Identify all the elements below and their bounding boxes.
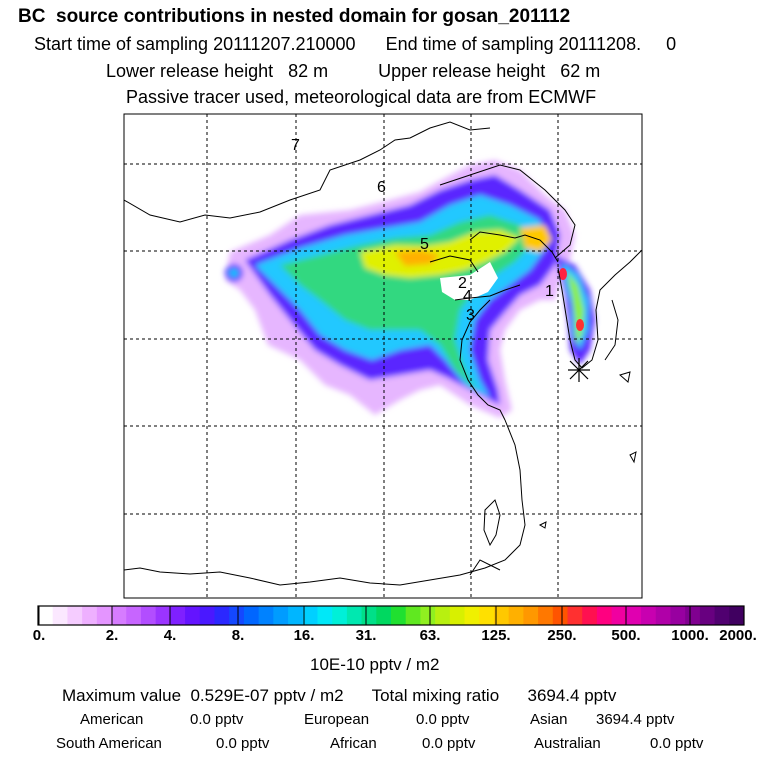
colorbar-swatch — [38, 606, 54, 625]
colorbar-swatch — [626, 606, 642, 625]
colorbar-tick: 125. — [481, 627, 511, 644]
colorbar-swatch — [170, 606, 186, 625]
end-time-label: End time of sampling 20111208. 0 — [385, 34, 677, 54]
colorbar-tick: 31. — [355, 627, 377, 644]
south-american-value: 0.0 pptv — [216, 735, 270, 752]
region-label-3: 3 — [466, 307, 475, 324]
colorbar-swatch — [714, 606, 730, 625]
colorbar-swatch — [273, 606, 289, 625]
colorbar-swatch — [346, 606, 363, 625]
colorbar-swatch — [96, 606, 113, 625]
colorbar-swatch — [52, 606, 68, 625]
region-label-1: 1 — [545, 283, 554, 300]
coastlines — [124, 121, 642, 586]
european-label: European — [304, 711, 370, 728]
start-time-label: Start time of sampling 20111207.210000 — [34, 34, 356, 54]
african-value: 0.0 pptv — [422, 735, 476, 752]
region-label-7: 7 — [291, 137, 300, 154]
colorbar-tick: 4. — [163, 627, 177, 644]
colorbar-swatch — [82, 606, 98, 625]
colorbar-swatch — [199, 606, 215, 625]
colorbar-tick: 2. — [105, 627, 119, 644]
map-frame — [123, 113, 643, 599]
colorbar-swatch — [140, 606, 157, 625]
colorbar-swatch — [155, 606, 171, 625]
colorbar-tick: 16. — [293, 627, 315, 644]
colorbar-swatch — [493, 606, 510, 625]
colorbar-swatch — [243, 606, 260, 625]
colorbar-swatch — [420, 606, 436, 625]
south-american-label: South American — [56, 735, 162, 752]
colorbar-swatch — [435, 606, 451, 625]
colorbar-swatch — [229, 606, 245, 625]
tracer-note: Passive tracer used, meteorological data… — [126, 87, 597, 107]
colorbar-tick: 8. — [231, 627, 245, 644]
colorbar-swatch — [538, 606, 554, 625]
colorbar-swatch — [670, 606, 686, 625]
colorbar-swatch — [361, 606, 377, 625]
colorbar-swatch — [126, 606, 142, 625]
colorbar-swatch — [405, 606, 421, 625]
colorbar-tick: 63. — [419, 627, 441, 644]
upper-release-label: Upper release height 62 m — [378, 61, 601, 81]
colorbar-swatch — [376, 606, 392, 625]
colorbar-swatch — [67, 606, 83, 625]
colorbar — [38, 606, 745, 625]
colorbar-swatch — [523, 606, 539, 625]
region-label-5: 5 — [420, 236, 429, 253]
colorbar-swatch — [582, 606, 598, 625]
colorbar-swatch — [479, 606, 495, 625]
colorbar-swatch — [185, 606, 201, 625]
american-label: American — [80, 711, 144, 728]
max-value-line: Maximum value 0.529E-07 pptv / m2 Total … — [62, 686, 617, 705]
australian-value: 0.0 pptv — [650, 735, 704, 752]
colorbar-tick: 0. — [32, 627, 46, 644]
colorbar-swatch — [685, 606, 701, 625]
sampling-time-line: Start time of sampling 20111207.210000 E… — [34, 35, 676, 53]
colorbar-swatch — [611, 606, 627, 625]
colorbar-swatch — [288, 606, 304, 625]
colorbar-tick: 2000. — [719, 627, 757, 644]
australian-label: Australian — [534, 735, 601, 752]
colorbar-swatch — [567, 606, 583, 625]
asterisk-marker-icon — [568, 358, 590, 382]
plot-title: BC source contributions in nested domain… — [18, 6, 571, 27]
colorbar-tick: 500. — [611, 627, 641, 644]
colorbar-swatch — [449, 606, 466, 625]
colorbar-swatch — [508, 606, 524, 625]
colorbar-tick: 1000. — [671, 627, 709, 644]
colorbar-swatch — [214, 606, 230, 625]
colorbar-swatch — [552, 606, 568, 625]
colorbar-swatch — [641, 606, 657, 625]
map-gridlines — [124, 114, 642, 598]
colorbar-unit: 10E-10 pptv / m2 — [310, 655, 440, 674]
colorbar-swatch — [111, 606, 127, 625]
release-height-line: Lower release height 82 m Upper release … — [106, 62, 600, 80]
colorbar-frame — [37, 605, 745, 626]
concentration-field — [225, 160, 595, 418]
african-label: African — [330, 735, 377, 752]
region-label-4: 4 — [463, 288, 472, 305]
american-value: 0.0 pptv — [190, 711, 244, 728]
colorbar-swatch — [332, 606, 348, 625]
colorbar-swatch — [596, 606, 613, 625]
colorbar-swatch — [699, 606, 716, 625]
region-label-2: 2 — [458, 275, 467, 292]
colorbar-swatch — [391, 606, 407, 625]
colorbar-swatch — [729, 606, 745, 625]
european-value: 0.0 pptv — [416, 711, 470, 728]
colorbar-swatch — [317, 606, 333, 625]
colorbar-swatch — [464, 606, 480, 625]
region-label-6: 6 — [377, 179, 386, 196]
colorbar-swatch — [655, 606, 671, 625]
lower-release-label: Lower release height 82 m — [106, 61, 329, 81]
colorbar-swatch — [258, 606, 274, 625]
colorbar-swatch — [302, 606, 318, 625]
asian-value: 3694.4 pptv — [596, 711, 675, 728]
colorbar-tick: 250. — [547, 627, 577, 644]
asian-label: Asian — [530, 711, 568, 728]
